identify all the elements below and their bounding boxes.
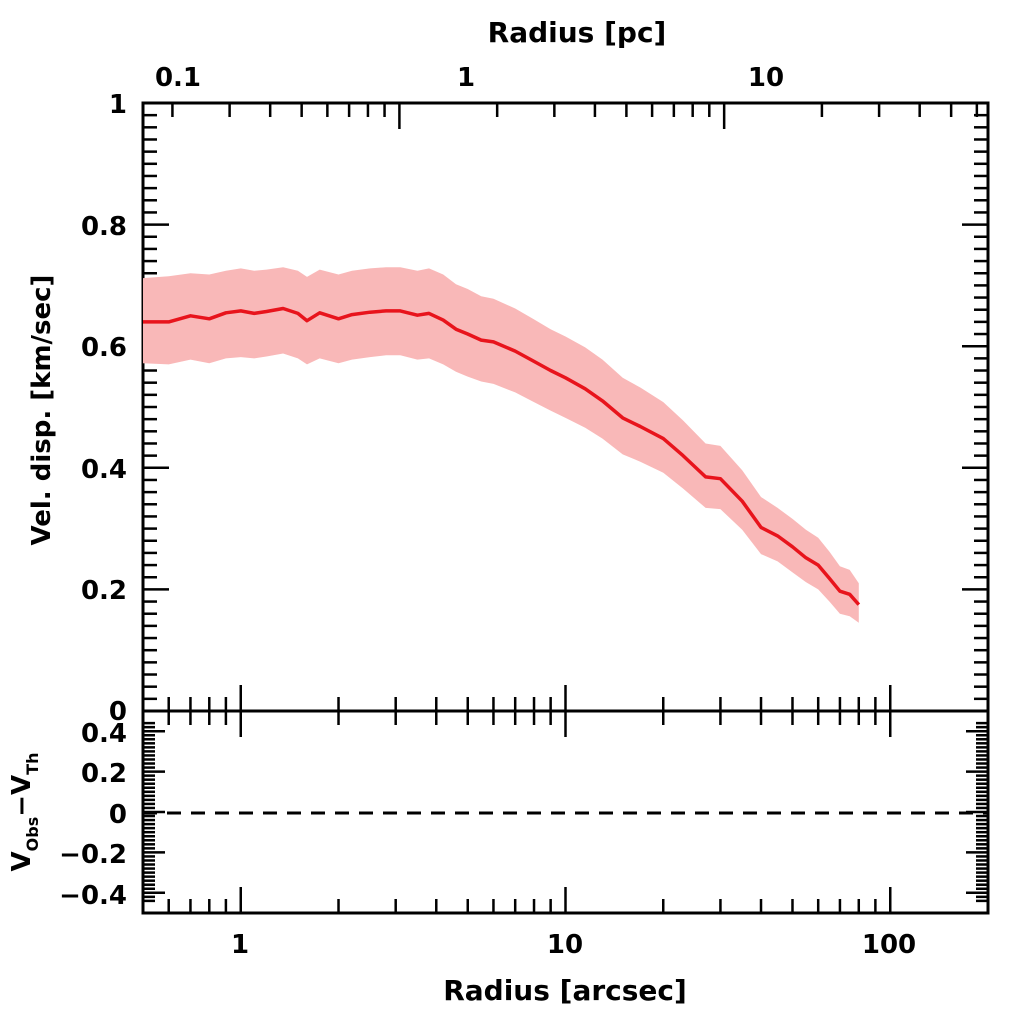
main-ytick-label: 0.8 <box>81 212 127 242</box>
main-y-axis-title: Vel. disp. [km/sec] <box>27 275 57 546</box>
top-xtick-label: 10 <box>748 63 784 93</box>
main-ytick-label: 0.4 <box>81 455 127 485</box>
series-layer <box>142 267 861 623</box>
residual-ylabel-v2: V <box>7 775 37 795</box>
residual-ytick-label: −0.2 <box>59 840 127 870</box>
residual-ylabel-sub1: Obs <box>23 817 42 852</box>
top-xtick-label: 1 <box>457 63 475 93</box>
residual-ylabel-minus: − <box>7 795 37 817</box>
residual-ytick-label: 0.4 <box>81 719 127 749</box>
residual-ytick-label: −0.4 <box>59 881 127 911</box>
main-ytick-label: 0.2 <box>81 576 127 606</box>
tick-marks <box>143 101 988 913</box>
residual-ytick-label: 0.2 <box>81 759 127 789</box>
top-xtick-label: 0.1 <box>155 63 201 93</box>
series-line <box>143 306 861 606</box>
main-ytick-label: 0.6 <box>81 333 127 363</box>
residual-y-axis-title: VObs−VTh <box>7 753 42 872</box>
bottom-xtick-label: 100 <box>862 930 916 960</box>
top-x-axis-title: Radius [pc] <box>488 16 667 49</box>
main-ytick-label: 1 <box>109 90 127 120</box>
bottom-xtick-label: 1 <box>231 930 249 960</box>
residual-ytick-label: 0 <box>109 800 127 830</box>
error-band <box>143 267 859 623</box>
bottom-x-axis-title: Radius [arcsec] <box>443 974 687 1007</box>
residual-ylabel-v1: V <box>7 851 37 871</box>
main-ytick-label: 0 <box>109 697 127 727</box>
residual-ylabel-sub2: Th <box>23 753 42 775</box>
bottom-xtick-label: 10 <box>547 930 583 960</box>
